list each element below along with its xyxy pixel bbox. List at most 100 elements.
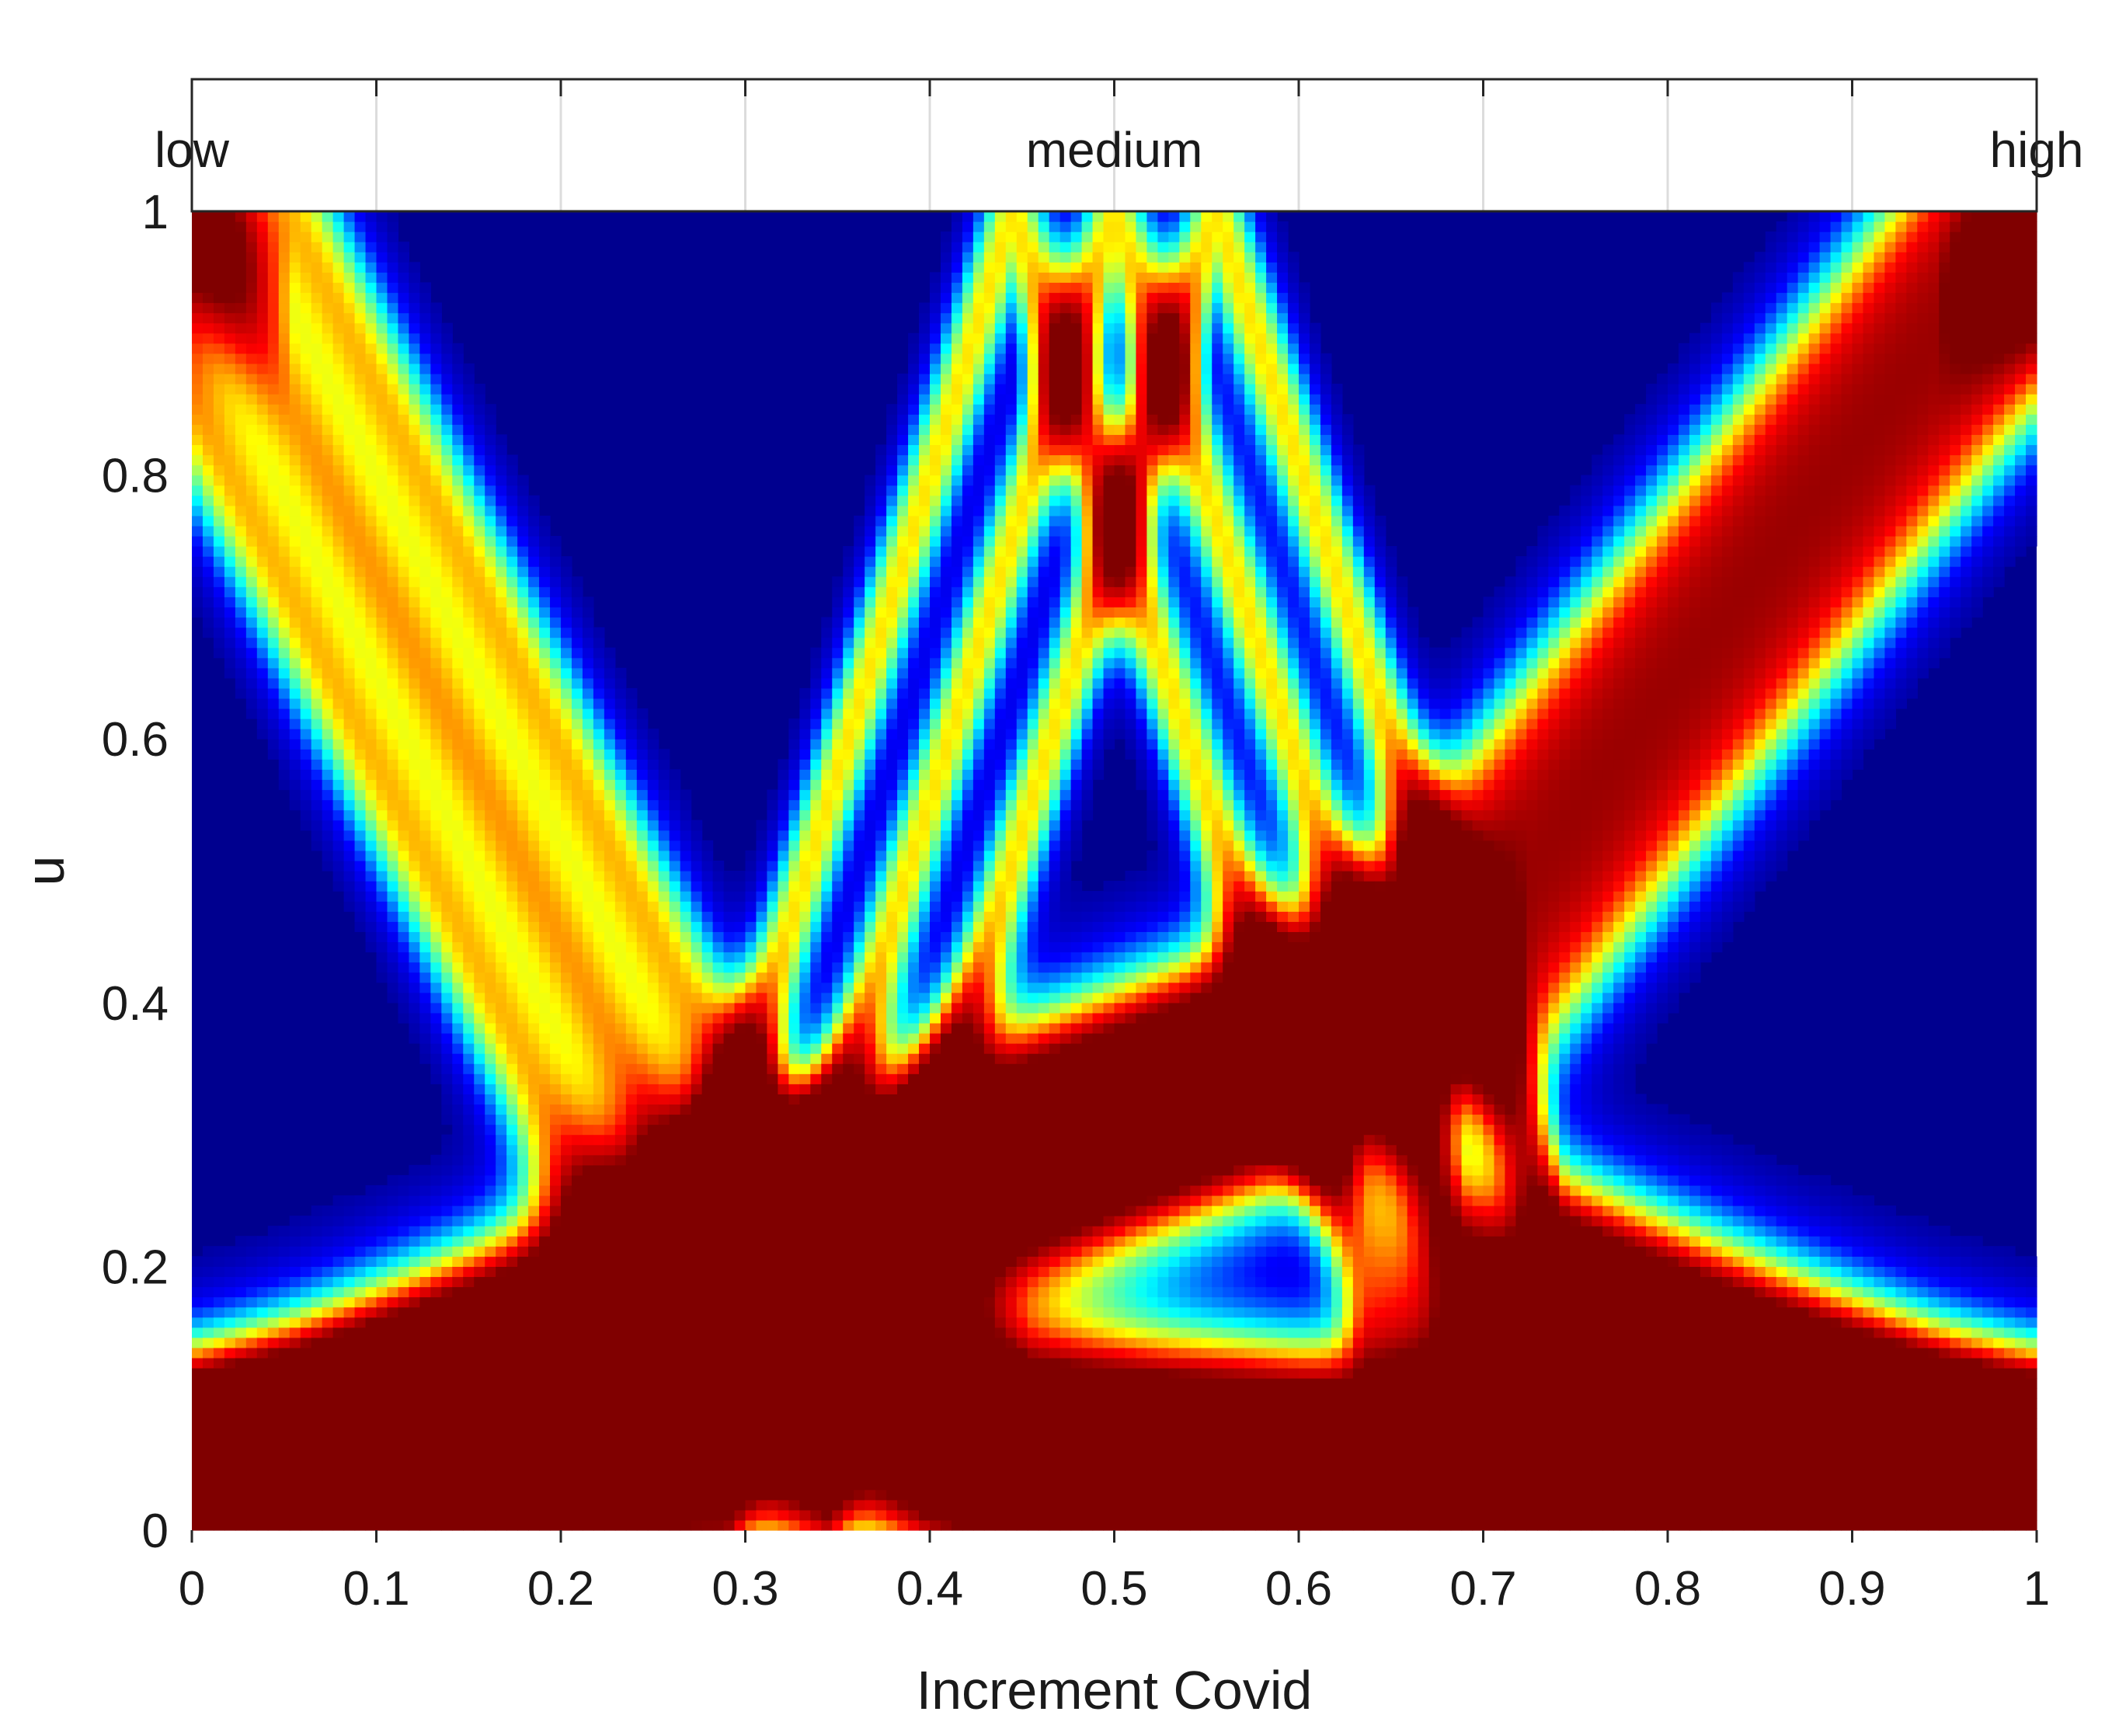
heatmap-cell bbox=[322, 485, 334, 496]
heatmap-cell bbox=[268, 1490, 280, 1501]
heatmap-cell bbox=[322, 638, 334, 649]
heatmap-cell bbox=[311, 1338, 323, 1348]
heatmap-cell bbox=[333, 1459, 345, 1470]
heatmap-cell bbox=[648, 1013, 659, 1024]
heatmap-cell bbox=[224, 1520, 236, 1531]
heatmap-cell bbox=[344, 496, 356, 506]
heatmap-cell bbox=[756, 1195, 767, 1206]
heatmap-cell bbox=[583, 1510, 594, 1521]
heatmap-cell bbox=[214, 333, 225, 344]
heatmap-cell bbox=[377, 262, 388, 273]
heatmap-cell bbox=[702, 1216, 714, 1226]
heatmap-cell bbox=[474, 1063, 485, 1074]
heatmap-cell bbox=[419, 678, 431, 689]
heatmap-cell bbox=[496, 921, 507, 932]
heatmap-cell bbox=[735, 1439, 746, 1449]
heatmap-cell bbox=[268, 1510, 280, 1521]
heatmap-cell bbox=[290, 444, 301, 455]
heatmap-cell bbox=[550, 678, 562, 689]
heatmap-cell bbox=[246, 1490, 258, 1501]
heatmap-cell bbox=[637, 1094, 649, 1105]
heatmap-cell bbox=[452, 628, 464, 638]
heatmap-cell bbox=[615, 1490, 627, 1501]
heatmap-cell bbox=[604, 1256, 616, 1267]
heatmap-cell bbox=[452, 607, 464, 618]
heatmap-cell bbox=[528, 881, 540, 892]
heatmap-cell bbox=[746, 1185, 757, 1196]
heatmap-cell bbox=[355, 881, 367, 892]
heatmap-cell bbox=[235, 1327, 247, 1338]
heatmap-cell bbox=[192, 323, 204, 334]
heatmap-cell bbox=[419, 1327, 431, 1338]
heatmap-cell bbox=[301, 1287, 312, 1298]
heatmap-cell bbox=[387, 1338, 398, 1348]
heatmap-cell bbox=[593, 628, 605, 638]
heatmap-cell bbox=[452, 506, 464, 517]
heatmap-cell bbox=[735, 1165, 746, 1176]
heatmap-cell bbox=[648, 1104, 659, 1115]
heatmap-cell bbox=[214, 485, 225, 496]
heatmap-cell bbox=[344, 566, 356, 577]
heatmap-cell bbox=[192, 242, 204, 252]
heatmap-cell bbox=[746, 1358, 757, 1369]
heatmap-cell bbox=[301, 303, 312, 314]
heatmap-cell bbox=[344, 1205, 356, 1216]
heatmap-cell bbox=[670, 1043, 681, 1054]
heatmap-cell bbox=[203, 1266, 214, 1277]
heatmap-cell bbox=[409, 1338, 420, 1348]
heatmap-cell bbox=[615, 1266, 627, 1277]
heatmap-cell bbox=[290, 1327, 301, 1338]
heatmap-cell bbox=[626, 718, 638, 729]
heatmap-cell bbox=[203, 1408, 214, 1419]
heatmap-cell bbox=[268, 434, 280, 445]
heatmap-cell bbox=[344, 901, 356, 912]
heatmap-cell bbox=[680, 891, 692, 902]
heatmap-cell bbox=[463, 1428, 475, 1439]
heatmap-cell bbox=[430, 718, 442, 729]
heatmap-cell bbox=[561, 1053, 572, 1064]
heatmap-cell bbox=[322, 749, 334, 760]
heatmap-cell bbox=[419, 1439, 431, 1449]
heatmap-cell bbox=[311, 282, 323, 293]
heatmap-cell bbox=[290, 708, 301, 719]
heatmap-cell bbox=[561, 1470, 572, 1480]
heatmap-cell bbox=[474, 485, 485, 496]
heatmap-cell bbox=[778, 941, 789, 952]
heatmap-cell bbox=[409, 921, 420, 932]
heatmap-cell bbox=[419, 333, 431, 344]
heatmap-cell bbox=[746, 1520, 757, 1531]
heatmap-cell bbox=[528, 566, 540, 577]
heatmap-cell bbox=[724, 1246, 736, 1257]
heatmap-cell bbox=[637, 1398, 649, 1409]
heatmap-cell bbox=[452, 921, 464, 932]
heatmap-cell bbox=[441, 941, 453, 952]
heatmap-cell bbox=[691, 1125, 703, 1136]
heatmap-cell bbox=[463, 1398, 475, 1409]
heatmap-cell bbox=[767, 1125, 778, 1136]
heatmap-cell bbox=[572, 1114, 583, 1125]
heatmap-cell bbox=[528, 546, 540, 557]
heatmap-cell bbox=[257, 658, 269, 669]
heatmap-cell bbox=[224, 1388, 236, 1399]
heatmap-cell bbox=[290, 211, 301, 222]
heatmap-cell bbox=[203, 1276, 214, 1287]
heatmap-cell bbox=[246, 658, 258, 669]
heatmap-cell bbox=[419, 951, 431, 962]
heatmap-cell bbox=[506, 586, 518, 597]
heatmap-cell bbox=[604, 1094, 616, 1105]
heatmap-cell bbox=[279, 1418, 291, 1429]
heatmap-cell bbox=[430, 313, 442, 324]
heatmap-cell bbox=[528, 1398, 540, 1409]
heatmap-cell bbox=[517, 1246, 529, 1257]
heatmap-cell bbox=[452, 708, 464, 719]
heatmap-cell bbox=[474, 475, 485, 486]
heatmap-cell bbox=[333, 292, 345, 303]
heatmap-cell bbox=[626, 1246, 638, 1257]
heatmap-cell bbox=[604, 1073, 616, 1084]
heatmap-cell bbox=[637, 1338, 649, 1348]
heatmap-cell bbox=[539, 1287, 551, 1298]
heatmap-cell bbox=[355, 1327, 367, 1338]
heatmap-cell bbox=[333, 221, 345, 232]
heatmap-cell bbox=[724, 1226, 736, 1237]
heatmap-cell bbox=[224, 546, 236, 557]
